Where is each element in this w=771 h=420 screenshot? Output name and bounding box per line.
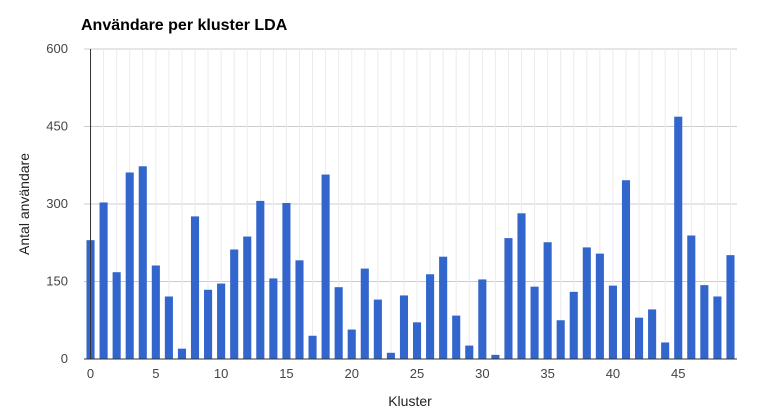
bar-cluster-41 [621, 180, 631, 359]
bar-cluster-11 [230, 249, 239, 359]
x-tick-label: 40 [606, 366, 620, 381]
bar-cluster-19 [334, 287, 343, 359]
bar-cluster-2 [112, 272, 121, 359]
bar-cluster-7 [177, 348, 186, 359]
y-axis-label: Antal användare [16, 153, 32, 255]
x-tick-label: 20 [344, 366, 358, 381]
x-tick-label: 15 [279, 366, 293, 381]
y-tick-label: 450 [46, 119, 68, 134]
bar-cluster-9 [204, 289, 213, 359]
bar-cluster-16 [295, 260, 304, 359]
bar-cluster-23 [386, 352, 395, 359]
bar-cluster-1 [99, 202, 108, 359]
y-tick-label: 600 [46, 41, 68, 56]
x-tick-label: 30 [475, 366, 489, 381]
bar-cluster-38 [582, 247, 591, 359]
bar-cluster-8 [190, 216, 200, 359]
bar-cluster-36 [556, 320, 565, 359]
bar-cluster-40 [608, 285, 617, 359]
bar-cluster-21 [360, 268, 369, 359]
y-tick-label: 0 [61, 351, 68, 366]
bar-cluster-24 [399, 295, 409, 359]
bar-cluster-13 [256, 200, 265, 359]
bar-cluster-33 [517, 213, 526, 359]
bar-cluster-32 [504, 238, 513, 359]
bar-cluster-26 [426, 274, 435, 359]
x-tick-label: 25 [410, 366, 424, 381]
y-tick-label: 300 [46, 196, 68, 211]
bar-cluster-27 [439, 256, 448, 359]
bar-cluster-28 [452, 315, 461, 359]
bar-cluster-47 [700, 285, 709, 359]
bar-cluster-15 [282, 202, 291, 359]
bar-cluster-46 [687, 235, 696, 359]
bar-cluster-29 [465, 345, 474, 359]
tick-labels: 0 150 300 450 600 0 5 10 15 20 25 30 35 40 45 [46, 41, 685, 381]
bar-cluster-10 [217, 283, 226, 359]
y-tick-label: 150 [46, 274, 68, 289]
bar-cluster-43 [648, 309, 657, 359]
bar-cluster-45 [674, 116, 683, 359]
bar-cluster-31 [491, 354, 500, 359]
bar-cluster-44 [661, 342, 670, 359]
bar-cluster-37 [569, 291, 578, 359]
gridlines [84, 48, 737, 360]
bar-cluster-35 [543, 242, 552, 359]
bar-cluster-34 [530, 286, 539, 359]
bar-cluster-4 [138, 166, 147, 359]
bar-cluster-30 [478, 279, 487, 359]
bar-cluster-20 [347, 329, 356, 359]
bar-cluster-22 [373, 299, 382, 359]
bar-cluster-39 [595, 253, 604, 359]
x-tick-label: 35 [540, 366, 554, 381]
axes [84, 49, 737, 360]
bar-cluster-14 [269, 278, 278, 359]
bar-cluster-25 [412, 322, 422, 359]
chart-title: Användare per kluster LDA [81, 17, 288, 34]
bar-cluster-49 [726, 255, 735, 359]
x-axis-label: Kluster [388, 393, 432, 409]
bars [86, 116, 735, 359]
x-tick-label: 45 [671, 366, 685, 381]
x-tick-label: 0 [87, 366, 94, 381]
bar-cluster-48 [713, 296, 722, 359]
bar-cluster-12 [243, 236, 252, 359]
x-tick-label: 5 [152, 366, 159, 381]
x-tick-label: 10 [214, 366, 228, 381]
bar-cluster-3 [125, 172, 134, 359]
bar-cluster-5 [151, 265, 160, 359]
bar-cluster-17 [308, 335, 317, 359]
bar-cluster-42 [635, 317, 644, 359]
bar-cluster-6 [164, 296, 173, 359]
bar-cluster-18 [321, 174, 330, 359]
